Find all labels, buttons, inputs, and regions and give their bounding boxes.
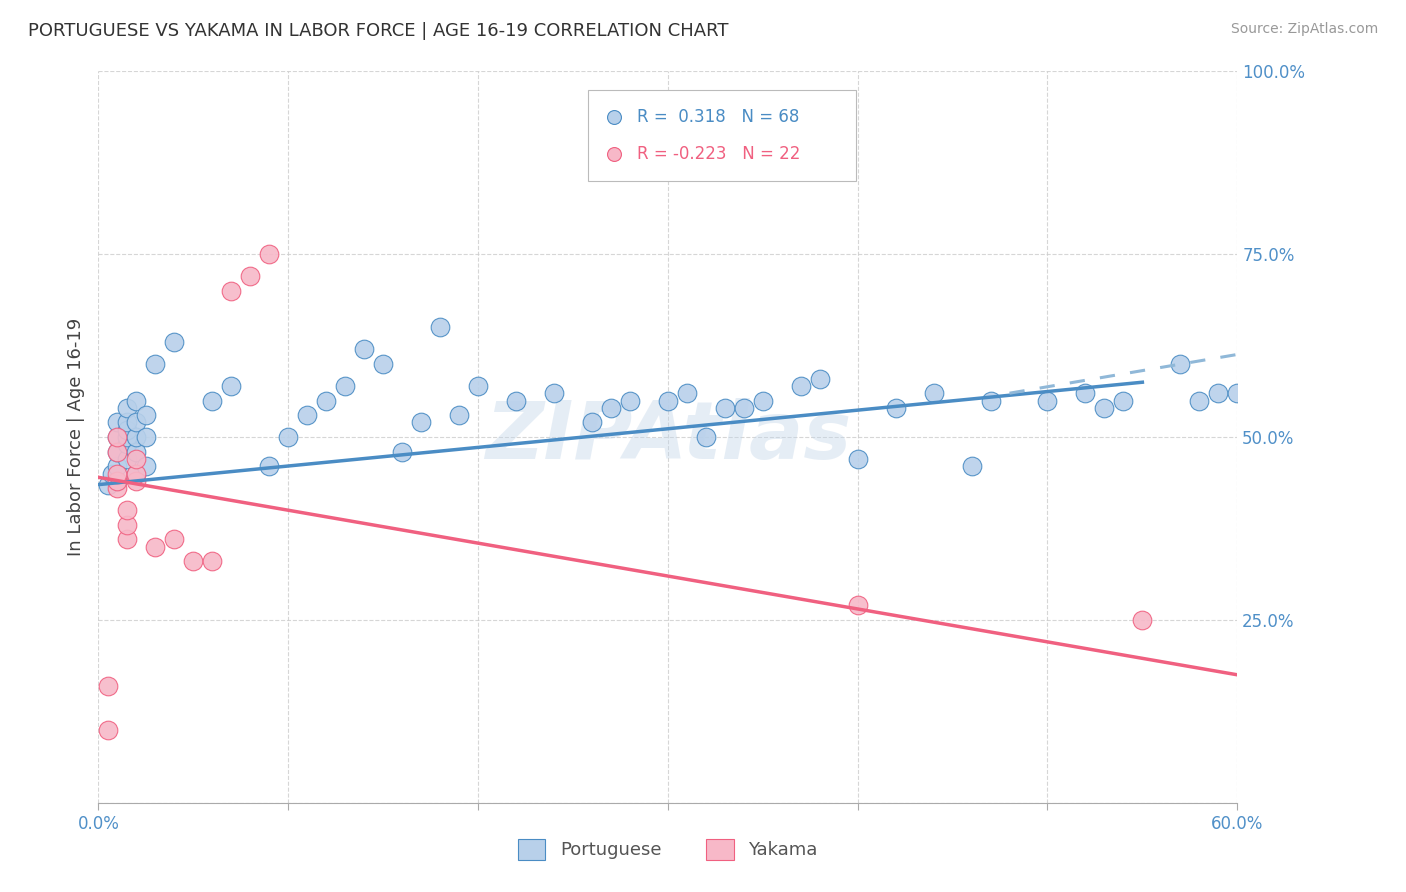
Point [107,474,129,488]
Point [581,416,603,430]
Point [948,146,970,161]
Point [429,320,451,334]
Point [1246,371,1268,385]
Point [115,533,138,547]
Point [125,444,148,458]
Point [449,408,471,422]
Point [695,430,717,444]
Point [733,401,755,415]
Point [135,430,157,444]
Point [467,379,489,393]
Point [239,269,262,284]
Point [100,467,122,481]
Point [97,723,120,737]
Point [201,393,224,408]
Point [1188,393,1211,408]
Point [221,284,243,298]
Point [201,554,224,568]
Point [752,393,775,408]
Point [115,437,138,451]
Point [1112,393,1135,408]
Point [115,401,138,415]
FancyBboxPatch shape [588,90,856,181]
Point [884,401,907,415]
Point [1170,357,1192,371]
Point [714,401,737,415]
Point [922,386,945,401]
Point [391,444,413,458]
Point [163,334,186,349]
Point [371,357,394,371]
Point [125,467,148,481]
Text: PORTUGUESE VS YAKAMA IN LABOR FORCE | AGE 16-19 CORRELATION CHART: PORTUGUESE VS YAKAMA IN LABOR FORCE | AG… [28,22,728,40]
Text: ZIPAtlas: ZIPAtlas [485,398,851,476]
Point [505,393,527,408]
Point [1208,386,1230,401]
Point [97,679,120,693]
Point [107,467,129,481]
Point [543,386,565,401]
Point [277,430,299,444]
Point [163,533,186,547]
Point [145,357,167,371]
Point [1284,320,1306,334]
Point [125,430,148,444]
Point [115,452,138,467]
Point [600,401,623,415]
Point [115,517,138,532]
Point [1322,343,1344,357]
Point [297,408,319,422]
Point [107,430,129,444]
Point [846,599,869,613]
Legend: Portuguese, Yakama: Portuguese, Yakama [512,831,824,867]
Point [115,423,138,437]
Point [259,459,281,474]
Point [1132,613,1154,627]
Point [125,474,148,488]
Point [619,393,641,408]
Point [1036,393,1059,408]
Point [125,452,148,467]
Point [335,379,357,393]
Y-axis label: In Labor Force | Age 16-19: In Labor Force | Age 16-19 [66,318,84,557]
Point [221,379,243,393]
Point [948,110,970,124]
Point [960,459,983,474]
Point [107,481,129,495]
Point [145,540,167,554]
Point [107,444,129,458]
Point [115,430,138,444]
Point [353,343,375,357]
Text: Source: ZipAtlas.com: Source: ZipAtlas.com [1230,22,1378,37]
Point [125,467,148,481]
Point [107,474,129,488]
Point [315,393,337,408]
Point [790,379,813,393]
Point [1094,401,1116,415]
Point [107,416,129,430]
Point [979,393,1001,408]
Point [135,459,157,474]
Point [808,371,831,385]
Point [125,393,148,408]
Point [657,393,679,408]
Point [1264,357,1286,371]
Point [97,477,120,491]
Point [676,386,699,401]
Point [183,554,205,568]
Point [107,430,129,444]
Point [107,459,129,474]
Point [107,444,129,458]
Point [846,452,869,467]
Point [1074,386,1097,401]
Point [135,408,157,422]
Point [411,416,433,430]
Text: R = -0.223   N = 22: R = -0.223 N = 22 [637,145,800,163]
Point [1226,386,1249,401]
Point [115,503,138,517]
Point [259,247,281,261]
Point [125,416,148,430]
Text: R =  0.318   N = 68: R = 0.318 N = 68 [637,108,800,126]
Point [115,416,138,430]
